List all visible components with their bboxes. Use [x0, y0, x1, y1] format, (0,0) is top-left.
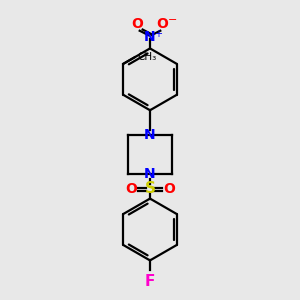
Text: CH₃: CH₃	[137, 52, 156, 62]
Text: O: O	[132, 17, 144, 31]
Text: O: O	[156, 17, 168, 31]
Text: N: N	[144, 128, 156, 142]
Text: N: N	[144, 30, 156, 44]
Text: F: F	[145, 274, 155, 289]
Text: O: O	[125, 182, 137, 196]
Text: −: −	[168, 15, 177, 25]
Text: O: O	[163, 182, 175, 196]
Text: S: S	[145, 182, 155, 196]
Text: +: +	[154, 29, 162, 39]
Text: N: N	[144, 167, 156, 181]
